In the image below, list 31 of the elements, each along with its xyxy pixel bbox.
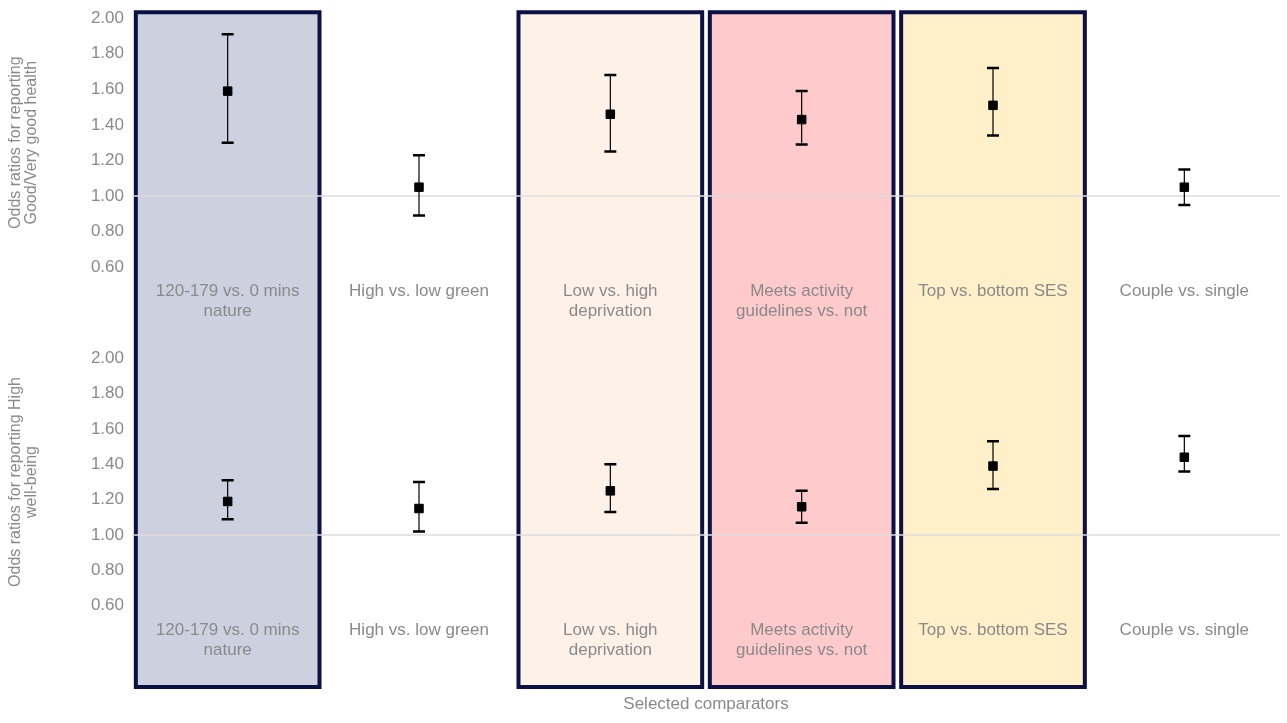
y-tick-label: 1.20 — [90, 489, 124, 509]
y-tick-label: 1.60 — [90, 79, 124, 99]
y-tick-label: 2.00 — [90, 347, 124, 367]
y-tick-label: 1.00 — [90, 185, 124, 205]
y-tick-label: 1.00 — [90, 524, 124, 544]
x-tick-label: Couple vs. single — [1119, 619, 1250, 639]
x-tick-label: Couple vs. single — [1119, 281, 1250, 301]
x-tick-label: High vs. low green — [349, 281, 489, 301]
x-tick-label: Meets activity guidelines vs. not — [735, 619, 868, 660]
y-tick-label: 1.40 — [90, 114, 124, 134]
y-tick-label: 1.80 — [90, 43, 124, 63]
y-tick-label: 0.60 — [90, 256, 124, 276]
y-tick-label: 1.20 — [90, 150, 124, 170]
y-axis-title: Odds ratios for reporting High well-being — [6, 377, 40, 587]
x-tick-label: Meets activity guidelines vs. not — [735, 281, 868, 321]
x-tick-label: Top vs. bottom SES — [918, 619, 1068, 639]
x-axis-title: Selected comparators — [623, 694, 789, 714]
x-tick-label: Top vs. bottom SES — [918, 281, 1068, 301]
y-tick-label: 0.60 — [90, 595, 124, 615]
x-tick-label: 120-179 vs. 0 mins nature — [155, 281, 300, 321]
x-tick-label: Low vs. high deprivation — [563, 619, 658, 660]
x-tick-label: 120-179 vs. 0 mins nature — [155, 619, 300, 660]
y-tick-label: 1.80 — [90, 383, 124, 403]
x-tick-label: Low vs. high deprivation — [563, 281, 658, 321]
x-tick-label: High vs. low green — [349, 619, 489, 639]
y-axis-title: Odds ratios for reporting Good/Very good health — [6, 56, 40, 229]
y-tick-label: 1.60 — [90, 418, 124, 438]
y-tick-label: 0.80 — [90, 560, 124, 580]
y-tick-label: 0.80 — [90, 221, 124, 241]
y-tick-label: 1.40 — [90, 454, 124, 473]
y-tick-label: 2.00 — [90, 7, 124, 27]
